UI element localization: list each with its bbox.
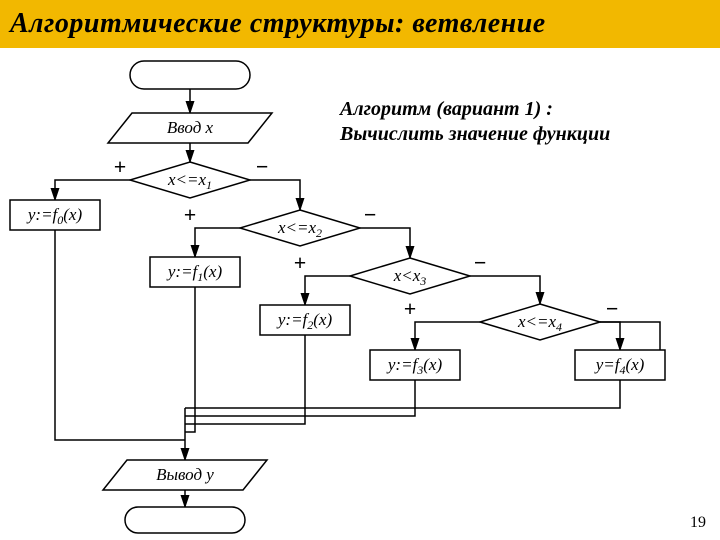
svg-text:−: − [474, 250, 487, 275]
svg-text:x<=x1: x<=x1 [167, 170, 212, 192]
svg-text:y:=f1(x): y:=f1(x) [166, 262, 223, 284]
svg-text:x<=x4: x<=x4 [517, 312, 562, 334]
svg-text:+: + [294, 250, 307, 275]
svg-text:−: − [606, 296, 619, 321]
svg-text:Ввод x: Ввод x [167, 118, 214, 137]
svg-text:Вывод y: Вывод y [156, 465, 214, 484]
svg-text:+: + [404, 296, 417, 321]
svg-text:y:=f2(x): y:=f2(x) [276, 310, 333, 332]
svg-text:x<=x2: x<=x2 [277, 218, 322, 240]
description-line1: Алгоритм (вариант 1) : [338, 98, 553, 120]
description-line2: Вычислить значение функции [339, 123, 610, 145]
page-number: 19 [690, 514, 706, 532]
svg-text:y=f4(x): y=f4(x) [594, 355, 645, 377]
svg-text:+: + [114, 154, 127, 179]
svg-text:−: − [364, 202, 377, 227]
flowchart-svg: Ввод xx<=x1+−y:=f0(x)x<=x2+−y:=f1(x)x<x3… [0, 0, 720, 540]
svg-text:+: + [184, 202, 197, 227]
svg-text:y:=f0(x): y:=f0(x) [26, 205, 83, 227]
svg-text:−: − [256, 154, 269, 179]
svg-text:y:=f3(x): y:=f3(x) [386, 355, 443, 377]
